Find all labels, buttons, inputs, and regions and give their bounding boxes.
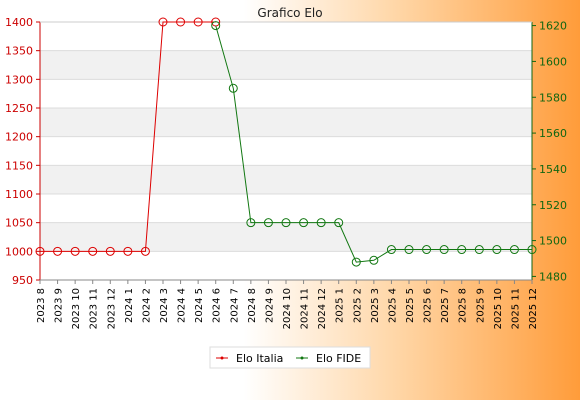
- series-line-0: [40, 21, 216, 252]
- data-point: [140, 246, 150, 256]
- x-tick-label: 2025 7: [440, 288, 451, 323]
- right-tick-label: 1480: [539, 270, 567, 283]
- data-point: [474, 245, 484, 255]
- data-point: [386, 245, 396, 255]
- data-point: [457, 245, 467, 255]
- plot-area: [40, 22, 532, 280]
- axes: [39, 21, 533, 281]
- x-tick-label: 2025 6: [423, 288, 434, 323]
- legend-marker: [220, 356, 224, 360]
- legend: Elo Italia Elo FIDE: [209, 346, 371, 369]
- x-tick-label: 2023 11: [89, 288, 100, 329]
- legend-box: [209, 346, 371, 369]
- x-tick-label: 2025 11: [510, 288, 521, 329]
- left-tick-label: 1300: [5, 73, 33, 86]
- left-tick-label: 1400: [5, 16, 33, 29]
- left-tick-label: 1200: [5, 131, 33, 144]
- data-point: [176, 17, 186, 27]
- x-tick-label: 2023 10: [71, 288, 82, 329]
- x-tick-label: 2024 9: [264, 288, 275, 323]
- data-point: [263, 218, 273, 228]
- right-tick-label: 1540: [539, 163, 567, 176]
- right-axis-ticks: 1480 1500 1520 1540 1560 1580 1600 1620: [532, 20, 567, 283]
- data-point: [193, 17, 203, 27]
- x-tick-label: 2025 3: [370, 288, 381, 323]
- data-point: [334, 218, 344, 228]
- right-tick-label: 1560: [539, 127, 567, 140]
- data-point: [316, 218, 326, 228]
- x-tick-label: 2024 2: [141, 288, 152, 323]
- data-point: [369, 255, 379, 265]
- x-tick-label: 2024 3: [159, 288, 170, 323]
- grid-band: [40, 50, 532, 80]
- x-tick-label: 2024 4: [177, 288, 188, 323]
- x-tick-label: 2024 7: [229, 288, 240, 323]
- left-tick-label: 1150: [5, 159, 33, 172]
- x-tick-label: 2025 4: [387, 288, 398, 323]
- x-tick-label: 2025 2: [352, 288, 363, 323]
- data-point: [509, 245, 519, 255]
- left-axis-ticks: 950 1000 1050 1100 1150 1200 1250 1300 1350 1400: [5, 16, 40, 287]
- x-tick-label: 2024 5: [194, 288, 205, 323]
- left-tick-label: 1250: [5, 102, 33, 115]
- x-tick-label: 2024 8: [247, 288, 258, 323]
- x-tick-label: 2025 1: [335, 288, 346, 323]
- x-tick-label: 2024 11: [300, 288, 311, 329]
- left-tick-label: 1100: [5, 188, 33, 201]
- data-point: [53, 246, 63, 256]
- series-line-1: [215, 25, 532, 263]
- left-tick-label: 1000: [5, 245, 33, 258]
- x-tick-label: 2025 9: [475, 288, 486, 323]
- data-point: [439, 245, 449, 255]
- data-point: [246, 218, 256, 228]
- legend-label: Elo Italia: [236, 352, 283, 365]
- x-tick-label: 2023 9: [54, 288, 65, 323]
- chart-title: Grafico Elo: [257, 6, 322, 20]
- x-tick-label: 2024 1: [124, 288, 135, 323]
- data-point: [299, 218, 309, 228]
- x-tick-label: 2023 12: [106, 288, 117, 329]
- right-tick-label: 1580: [539, 91, 567, 104]
- data-point: [351, 257, 361, 267]
- left-tick-label: 1350: [5, 45, 33, 58]
- data-point: [422, 245, 432, 255]
- x-tick-label: 2025 12: [528, 288, 539, 329]
- left-tick-label: 950: [12, 274, 33, 287]
- data-point: [35, 246, 45, 256]
- data-point: [281, 218, 291, 228]
- right-tick-label: 1600: [539, 55, 567, 68]
- x-tick-label: 2024 10: [282, 288, 293, 329]
- data-point: [123, 246, 133, 256]
- legend-label: Elo FIDE: [316, 352, 361, 365]
- data-point: [88, 246, 98, 256]
- data-point: [228, 83, 238, 93]
- data-point: [105, 246, 115, 256]
- series-layer: [35, 17, 537, 267]
- x-tick-label: 2024 12: [317, 288, 328, 329]
- left-tick-label: 1050: [5, 217, 33, 230]
- x-tick-label: 2025 10: [493, 288, 504, 329]
- data-point: [404, 245, 414, 255]
- x-tick-label: 2025 8: [458, 288, 469, 323]
- right-tick-label: 1520: [539, 199, 567, 212]
- data-point: [211, 21, 221, 31]
- legend-marker: [300, 356, 304, 360]
- data-point: [527, 245, 537, 255]
- x-tick-label: 2024 6: [212, 288, 223, 323]
- grid-band: [40, 222, 532, 252]
- data-point: [70, 246, 80, 256]
- x-tick-label: 2023 8: [36, 288, 47, 323]
- grid-band: [40, 108, 532, 137]
- x-tick-label: 2025 5: [405, 288, 416, 323]
- right-tick-label: 1500: [539, 235, 567, 248]
- right-tick-label: 1620: [539, 20, 567, 33]
- data-point: [492, 245, 502, 255]
- data-point: [158, 17, 168, 27]
- grid-band: [40, 165, 532, 194]
